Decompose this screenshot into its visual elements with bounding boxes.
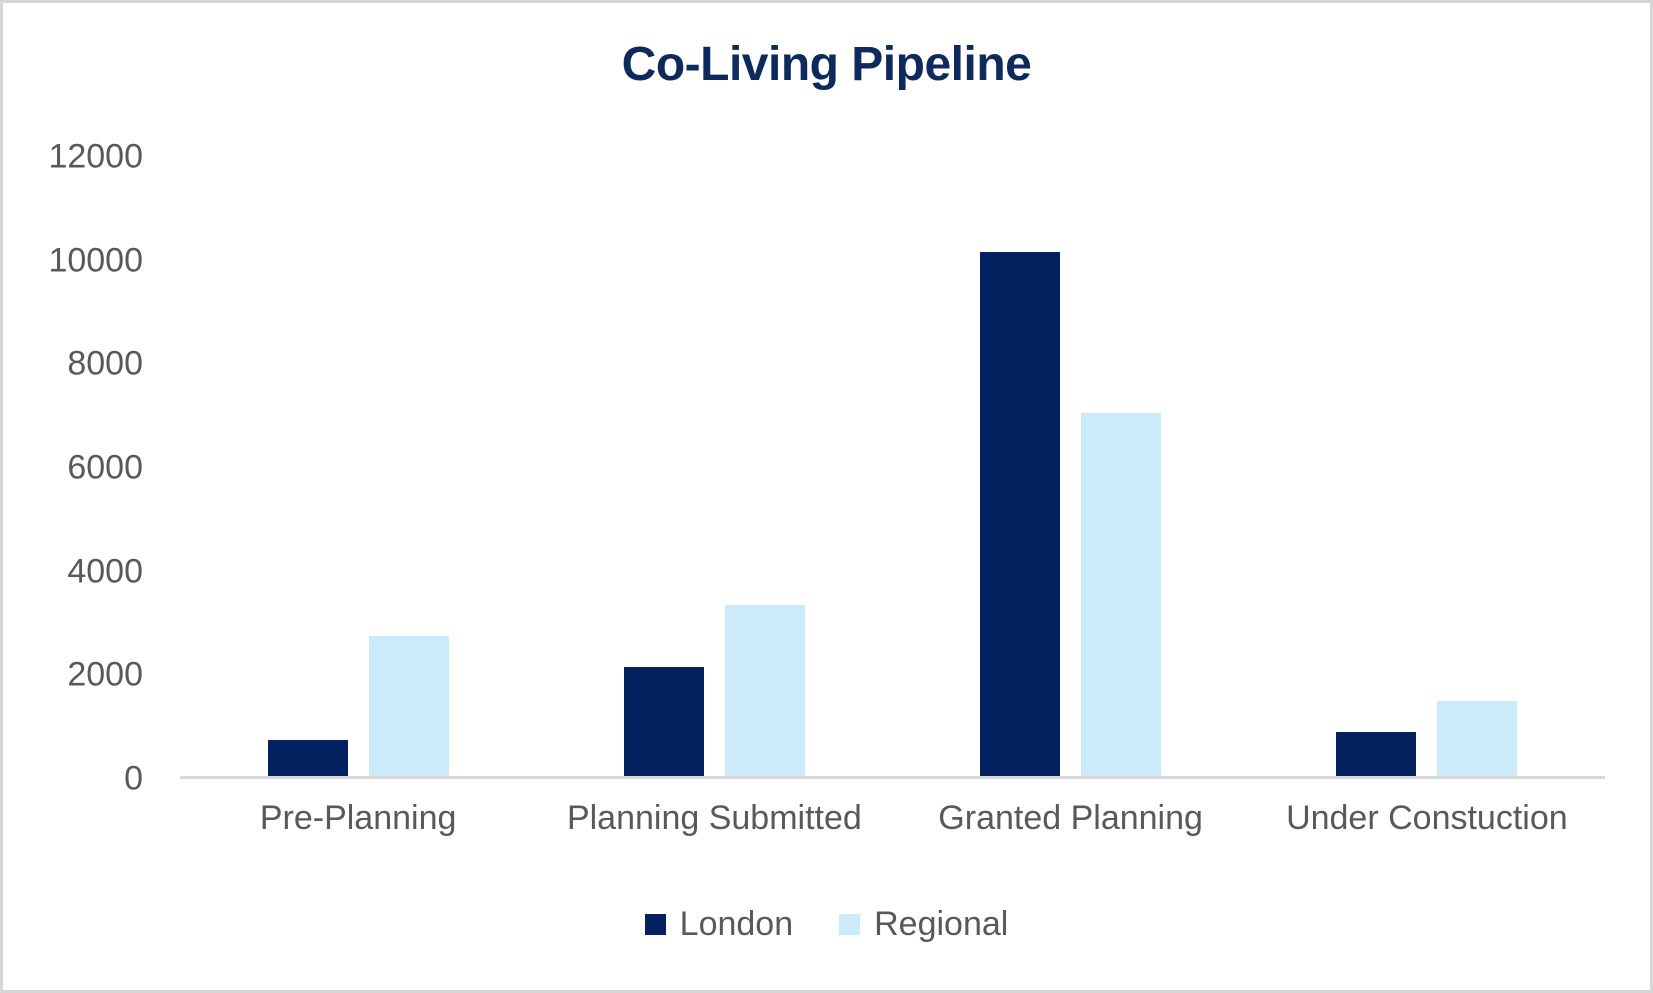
y-tick-label-8000: 8000 xyxy=(67,344,143,383)
legend: London Regional xyxy=(3,905,1650,944)
y-tick-label-2000: 2000 xyxy=(67,655,143,694)
legend-item-london: London xyxy=(644,905,794,944)
y-tick-label-12000: 12000 xyxy=(48,137,143,176)
legend-swatch-regional xyxy=(839,914,861,935)
x-category-label-1: Planning Submitted xyxy=(566,799,862,837)
bar-regional-2 xyxy=(1081,413,1162,776)
bar-london-3 xyxy=(1336,731,1417,776)
bar-group-0 xyxy=(180,157,536,776)
x-category-label-2: Granted Planning xyxy=(938,799,1203,837)
plot-area xyxy=(180,157,1605,779)
chart-title: Co-Living Pipeline xyxy=(621,38,1032,91)
y-tick-label-6000: 6000 xyxy=(67,448,143,487)
bar-group-3 xyxy=(1249,157,1605,776)
bar-regional-3 xyxy=(1437,700,1518,776)
bar-london-2 xyxy=(980,252,1061,776)
bar-london-0 xyxy=(267,739,348,776)
x-category-label-0: Pre-Planning xyxy=(259,799,457,837)
bar-group-2 xyxy=(893,157,1249,776)
legend-label-regional: Regional xyxy=(874,905,1009,943)
bar-london-1 xyxy=(623,667,704,776)
y-tick-label-10000: 10000 xyxy=(48,241,143,280)
legend-swatch-london xyxy=(644,914,666,935)
y-tick-label-0: 0 xyxy=(124,759,143,798)
y-axis: 0 2000 4000 6000 8000 10000 12000 xyxy=(3,138,143,798)
bar-group-1 xyxy=(536,157,892,776)
y-tick-label-4000: 4000 xyxy=(67,552,143,591)
legend-label-london: London xyxy=(679,905,794,943)
x-axis: Pre-Planning Planning Submitted Granted Pl… xyxy=(180,799,1605,838)
bar-regional-1 xyxy=(724,604,805,776)
x-category-label-3: Under Constuction xyxy=(1286,799,1568,837)
bar-regional-0 xyxy=(368,636,449,776)
legend-item-regional: Regional xyxy=(839,905,1008,944)
